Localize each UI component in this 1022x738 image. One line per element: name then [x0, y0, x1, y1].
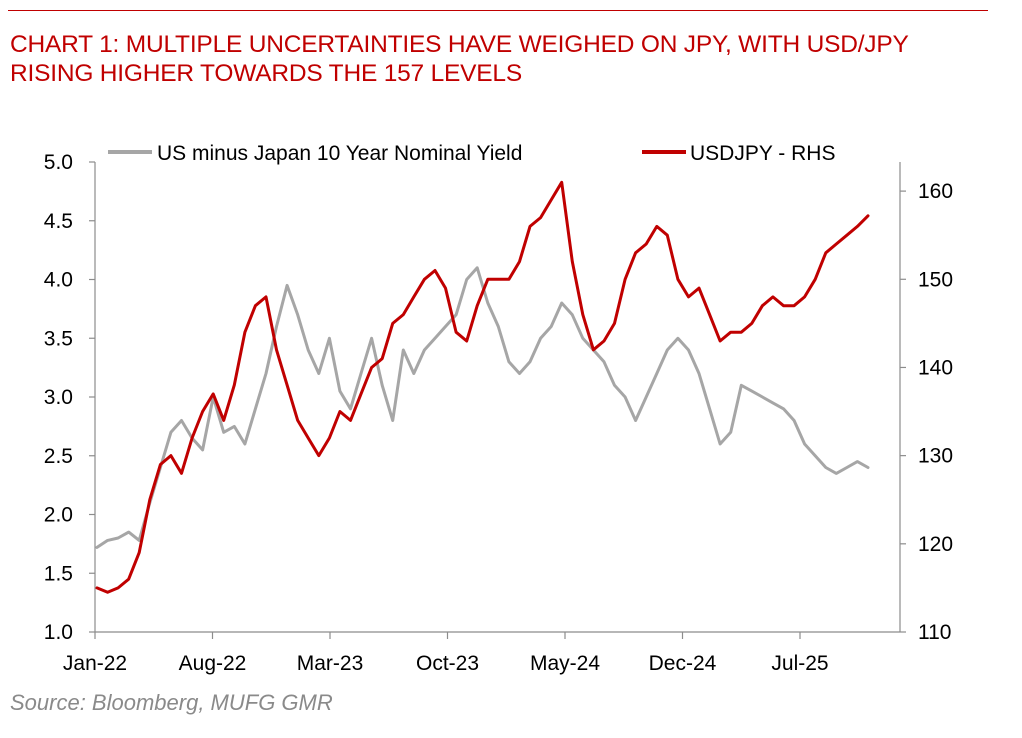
chart-title-line-1: CHART 1: MULTIPLE UNCERTAINTIES HAVE WEI… [10, 31, 909, 58]
left-tick-label: 4.5 [44, 210, 73, 233]
chart-title-line-2: RISING HIGHER TOWARDS THE 157 LEVELS [10, 60, 522, 87]
right-tick-label: 150 [918, 268, 953, 291]
left-tick-label: 3.0 [44, 386, 73, 409]
left-tick-label: 1.0 [44, 621, 73, 644]
usdjpy-line [95, 180, 870, 594]
x-tick-label: Jul-25 [771, 652, 828, 675]
left-tick-label: 5.0 [44, 151, 73, 174]
right-tick-label: 110 [918, 621, 951, 644]
right-tick-label: 140 [918, 356, 953, 379]
top-rule [8, 10, 988, 11]
x-tick-label: Dec-24 [649, 652, 717, 675]
right-tick-label: 130 [918, 445, 953, 468]
left-y-axis: 1.0 1.5 2.0 2.5 3.0 3.5 4.0 4.5 5.0 [44, 151, 96, 644]
legend-label-yield: US minus Japan 10 Year Nominal Yield [157, 142, 522, 165]
x-tick-label: May-24 [530, 652, 600, 675]
x-tick-label: Jan-22 [63, 652, 127, 675]
yield-spread-line [95, 266, 870, 549]
x-axis: Jan-22 Aug-22 Mar-23 Oct-23 May-24 Dec-24 Jul-… [63, 631, 900, 675]
chart-title: CHART 1: MULTIPLE UNCERTAINTIES HAVE WEI… [10, 30, 1010, 88]
legend: US minus Japan 10 Year Nominal Yield USDJ… [108, 142, 835, 165]
left-tick-label: 2.0 [44, 504, 73, 527]
right-tick-label: 160 [918, 180, 953, 203]
source-note: Source: Bloomberg, MUFG GMR [10, 690, 333, 715]
left-tick-label: 1.5 [44, 562, 73, 585]
series-layer [95, 180, 870, 594]
left-tick-label: 4.0 [44, 269, 73, 292]
left-tick-label: 2.5 [44, 445, 73, 468]
left-tick-label: 3.5 [44, 327, 73, 350]
right-tick-label: 120 [918, 533, 953, 556]
x-tick-label: Aug-22 [179, 652, 247, 675]
legend-label-usdjpy: USDJPY - RHS [690, 142, 835, 165]
right-y-axis: 110 120 130 140 150 160 [899, 162, 953, 644]
x-tick-label: Oct-23 [416, 652, 479, 675]
x-tick-label: Mar-23 [297, 652, 364, 675]
